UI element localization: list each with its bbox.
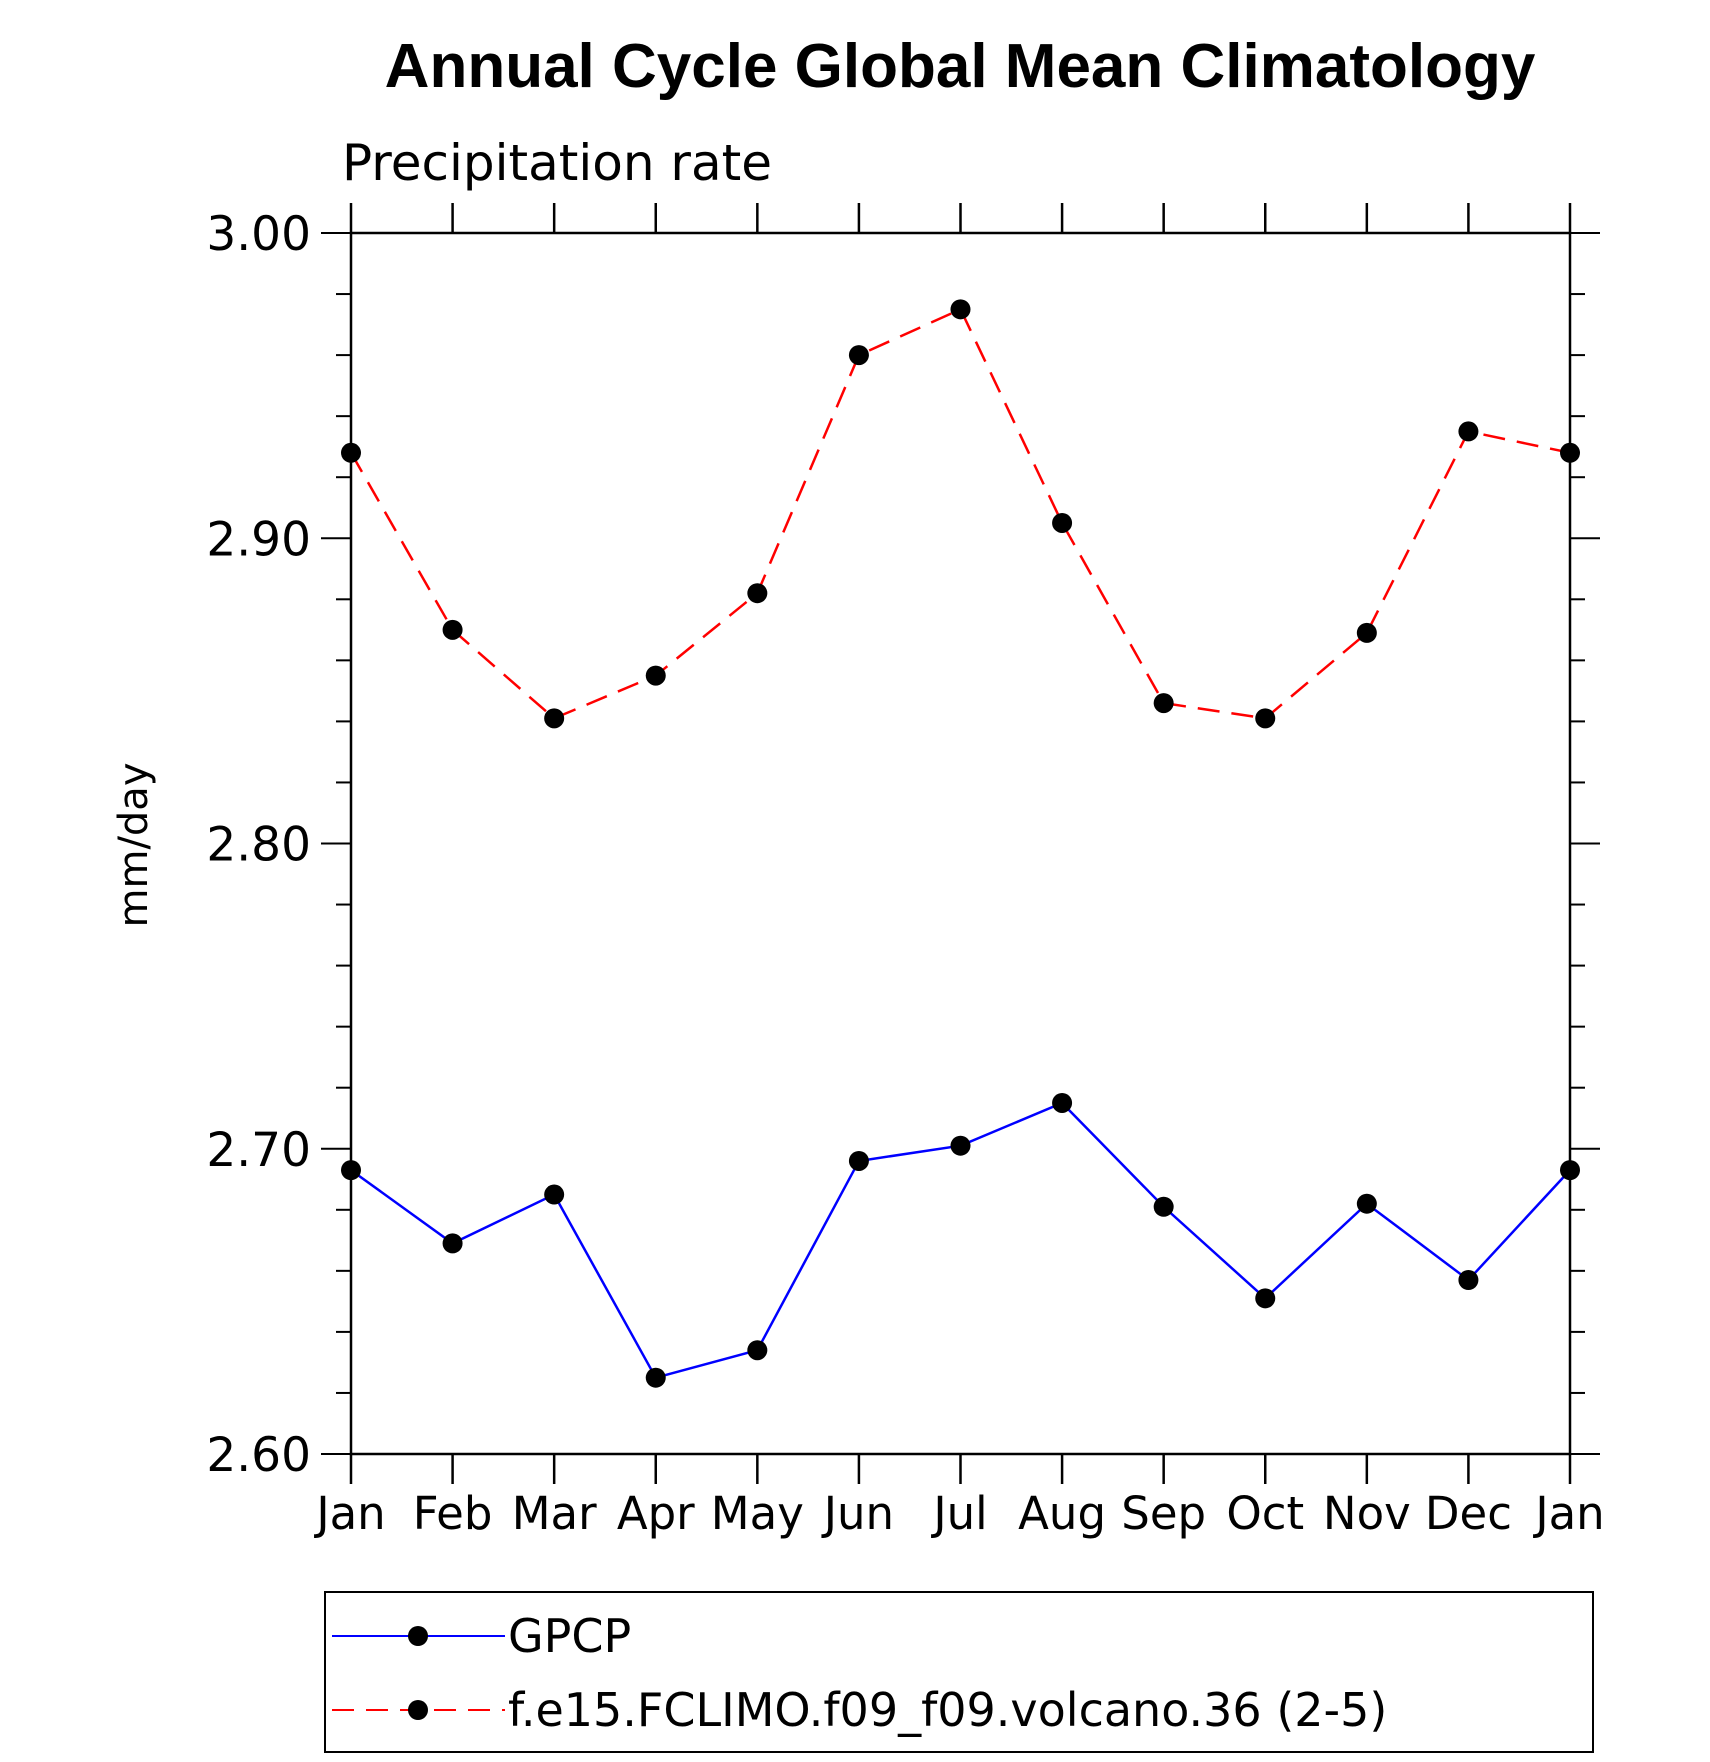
data-point <box>950 299 971 320</box>
axis-layer: Jan Feb Mar Apr May Jun Jul Aug Sep Oct Nov Dec Jan2… <box>206 203 1605 1540</box>
y-tick-label: 2.90 <box>206 512 311 567</box>
data-point <box>442 1233 463 1254</box>
y-tick-label: 3.00 <box>206 207 311 262</box>
x-tick-label: Nov <box>1323 1487 1411 1540</box>
x-tick-label: Mar <box>512 1487 597 1540</box>
data-point <box>848 1150 869 1171</box>
data-point <box>747 1340 768 1361</box>
y-axis-title: mm/day <box>111 763 157 928</box>
x-tick-label: Oct <box>1226 1487 1304 1540</box>
data-point <box>1153 1196 1174 1217</box>
data-point <box>1458 1270 1479 1291</box>
data-point <box>645 665 666 686</box>
x-tick-label: Aug <box>1018 1487 1106 1540</box>
series-layer <box>341 299 1580 1388</box>
data-point <box>848 345 869 366</box>
x-tick-label: Dec <box>1425 1487 1512 1540</box>
data-point <box>544 708 565 729</box>
legend-label-model: f.e15.FCLIMO.f09_f09.volcano.36 (2-5) <box>508 1683 1387 1737</box>
plot-frame <box>349 231 1572 1456</box>
x-tick-label: Jul <box>930 1487 987 1540</box>
x-tick-label: Feb <box>413 1487 493 1540</box>
x-tick-label: May <box>711 1487 804 1540</box>
chart-subtitle: Precipitation rate <box>342 134 772 192</box>
data-point <box>1052 512 1073 533</box>
legend-marker-model <box>408 1700 428 1720</box>
legend: GPCP f.e15.FCLIMO.f09_f09.volcano.36 (2-… <box>324 1591 1594 1753</box>
data-point <box>1458 421 1479 442</box>
x-tick-label: Sep <box>1121 1487 1206 1540</box>
data-point <box>645 1367 666 1388</box>
legend-label-gpcp: GPCP <box>508 1609 631 1663</box>
data-point <box>442 619 463 640</box>
legend-box <box>324 1591 1594 1753</box>
data-point <box>950 1135 971 1156</box>
data-point <box>1356 622 1377 643</box>
data-point <box>747 583 768 604</box>
series-0 <box>341 1092 1580 1388</box>
x-tick-label: Jan <box>1532 1487 1604 1540</box>
chart-title: Annual Cycle Global Mean Climatology <box>385 32 1536 101</box>
series-line <box>349 307 1571 720</box>
data-point <box>1153 693 1174 714</box>
data-point <box>1255 708 1276 729</box>
data-point <box>1356 1193 1377 1214</box>
y-tick-label: 2.70 <box>206 1123 311 1178</box>
y-tick-label: 2.80 <box>206 818 311 873</box>
data-point <box>1052 1092 1073 1113</box>
data-point <box>544 1184 565 1205</box>
x-tick-label: Jun <box>821 1487 894 1540</box>
x-tick-label: Jan <box>313 1487 385 1540</box>
x-tick-label: Apr <box>617 1487 695 1540</box>
y-tick-label: 2.60 <box>206 1428 311 1483</box>
legend-marker-gpcp <box>408 1626 428 1646</box>
data-point <box>1255 1288 1276 1309</box>
series-1 <box>341 299 1580 729</box>
